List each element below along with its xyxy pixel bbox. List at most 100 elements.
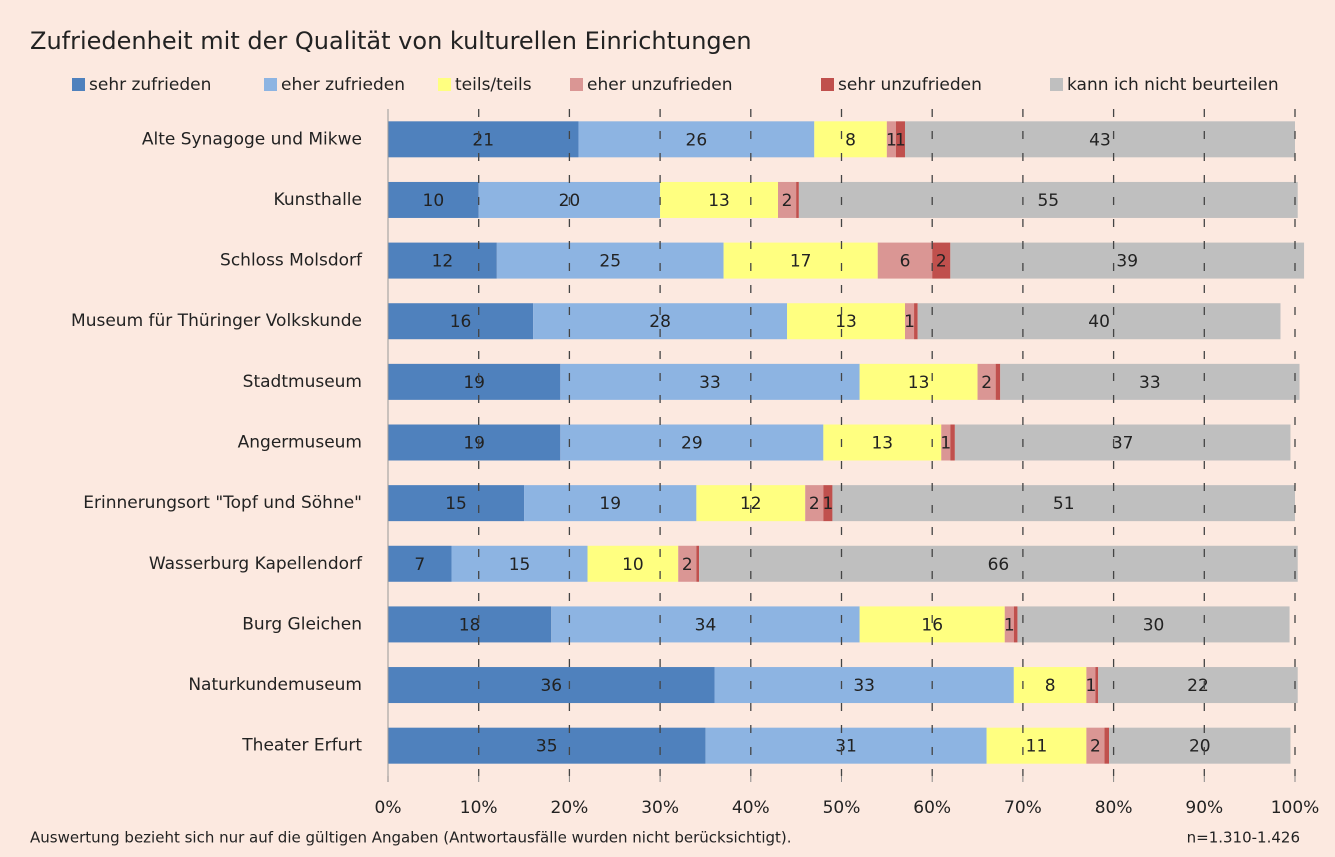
data-label: 1 — [886, 130, 897, 150]
data-label: 40 — [1088, 312, 1110, 332]
x-tick-label: 20% — [551, 798, 589, 818]
data-label: 16 — [921, 615, 943, 635]
bar-segment — [578, 121, 815, 158]
bar-segment — [560, 363, 860, 400]
bar-segment — [904, 121, 1295, 158]
bar-segment — [1017, 606, 1290, 643]
legend-swatch — [1050, 78, 1063, 91]
y-tick-label: Alte Synagoge und Mikwe — [142, 129, 362, 149]
bar-segment — [977, 363, 996, 400]
x-tick-label: 30% — [641, 798, 679, 818]
data-label: 12 — [740, 494, 762, 514]
y-tick-label: Kunsthalle — [274, 190, 362, 210]
bar-segment — [914, 303, 918, 340]
bar-segment — [388, 363, 561, 400]
bar-segment — [1013, 606, 1018, 643]
bar-segment — [941, 424, 951, 461]
data-label: 2 — [782, 191, 793, 211]
y-tick-label: Schloss Molsdorf — [220, 251, 363, 271]
bar-segment — [877, 242, 933, 279]
bar-segment — [986, 727, 1087, 764]
data-label: 66 — [988, 555, 1010, 575]
bar-segment — [823, 485, 833, 522]
data-label: 10 — [423, 191, 445, 211]
sample-note: n=1.310-1.426 — [1187, 829, 1300, 847]
data-label: 13 — [708, 191, 730, 211]
data-label: 51 — [1053, 494, 1075, 514]
data-label: 1 — [1086, 676, 1097, 696]
bar-segment — [778, 181, 797, 218]
bar-segment — [451, 545, 588, 582]
data-label: 26 — [686, 130, 708, 150]
bar-segment — [524, 485, 697, 522]
data-label: 28 — [649, 312, 671, 332]
bar-segment — [798, 181, 1298, 218]
bar-segment — [388, 424, 561, 461]
bar-segment — [388, 485, 525, 522]
data-label: 11 — [1026, 737, 1048, 757]
bar-segment — [714, 667, 1014, 704]
legend-label: eher zufrieden — [281, 75, 405, 95]
data-label: 6 — [900, 252, 911, 272]
bar-segment — [886, 121, 896, 158]
y-tick-label: Angermuseum — [238, 433, 362, 453]
bar-segment — [587, 545, 679, 582]
data-label: 29 — [681, 434, 703, 454]
x-tick-label: 60% — [913, 798, 951, 818]
data-label: 21 — [472, 130, 494, 150]
data-label: 1 — [904, 312, 915, 332]
y-tick-label: Theater Erfurt — [241, 736, 362, 756]
bar-segment — [388, 545, 452, 582]
data-label: 19 — [463, 434, 485, 454]
bar-segment — [932, 242, 951, 279]
data-label: 2 — [1090, 737, 1101, 757]
legend-swatch — [821, 78, 834, 91]
bar-segment — [1086, 667, 1096, 704]
x-tick-label: 90% — [1185, 798, 1223, 818]
legend-label: kann ich nicht beurteilen — [1067, 75, 1279, 95]
y-tick-label: Naturkundemuseum — [188, 675, 362, 695]
bar-segment — [560, 424, 824, 461]
y-tick-label: Burg Gleichen — [242, 614, 362, 634]
data-label: 35 — [536, 737, 558, 757]
y-tick-label: Museum für Thüringer Volkskunde — [71, 311, 362, 331]
bar-segment — [950, 424, 955, 461]
x-tick-label: 40% — [732, 798, 770, 818]
data-label: 13 — [908, 373, 930, 393]
data-label: 19 — [463, 373, 485, 393]
data-label: 31 — [835, 737, 857, 757]
data-label: 20 — [1189, 737, 1211, 757]
data-label: 13 — [835, 312, 857, 332]
data-label: 15 — [509, 555, 531, 575]
bar-segment — [1000, 363, 1300, 400]
y-tick-label: Wasserburg Kapellendorf — [149, 554, 363, 574]
data-label: 2 — [981, 373, 992, 393]
x-tick-label: 0% — [375, 798, 402, 818]
bar-segment — [954, 424, 1291, 461]
x-tick-label: 70% — [1004, 798, 1042, 818]
data-label: 33 — [699, 373, 721, 393]
data-label: 37 — [1112, 434, 1134, 454]
bar-segment — [814, 121, 887, 158]
legend-label: teils/teils — [455, 75, 532, 95]
bar-segment — [1013, 667, 1087, 704]
legend-swatch — [72, 78, 85, 91]
x-tick-label: 100% — [1271, 798, 1320, 818]
chart-title: Zufriedenheit mit der Qualität von kultu… — [30, 27, 752, 55]
bar-segment — [904, 303, 915, 340]
bar-segment — [787, 303, 905, 340]
bar-segment — [388, 606, 552, 643]
bar-segment — [388, 181, 479, 218]
bar-segment — [805, 485, 824, 522]
data-label: 1 — [1004, 615, 1015, 635]
data-label: 8 — [845, 130, 856, 150]
x-tick-label: 10% — [460, 798, 498, 818]
data-label: 22 — [1187, 676, 1209, 696]
bar-segment — [388, 727, 706, 764]
bar-segment — [705, 727, 987, 764]
data-label: 7 — [414, 555, 425, 575]
data-label: 19 — [599, 494, 621, 514]
y-tick-label: Stadtmuseum — [243, 372, 362, 392]
data-label: 17 — [790, 252, 812, 272]
